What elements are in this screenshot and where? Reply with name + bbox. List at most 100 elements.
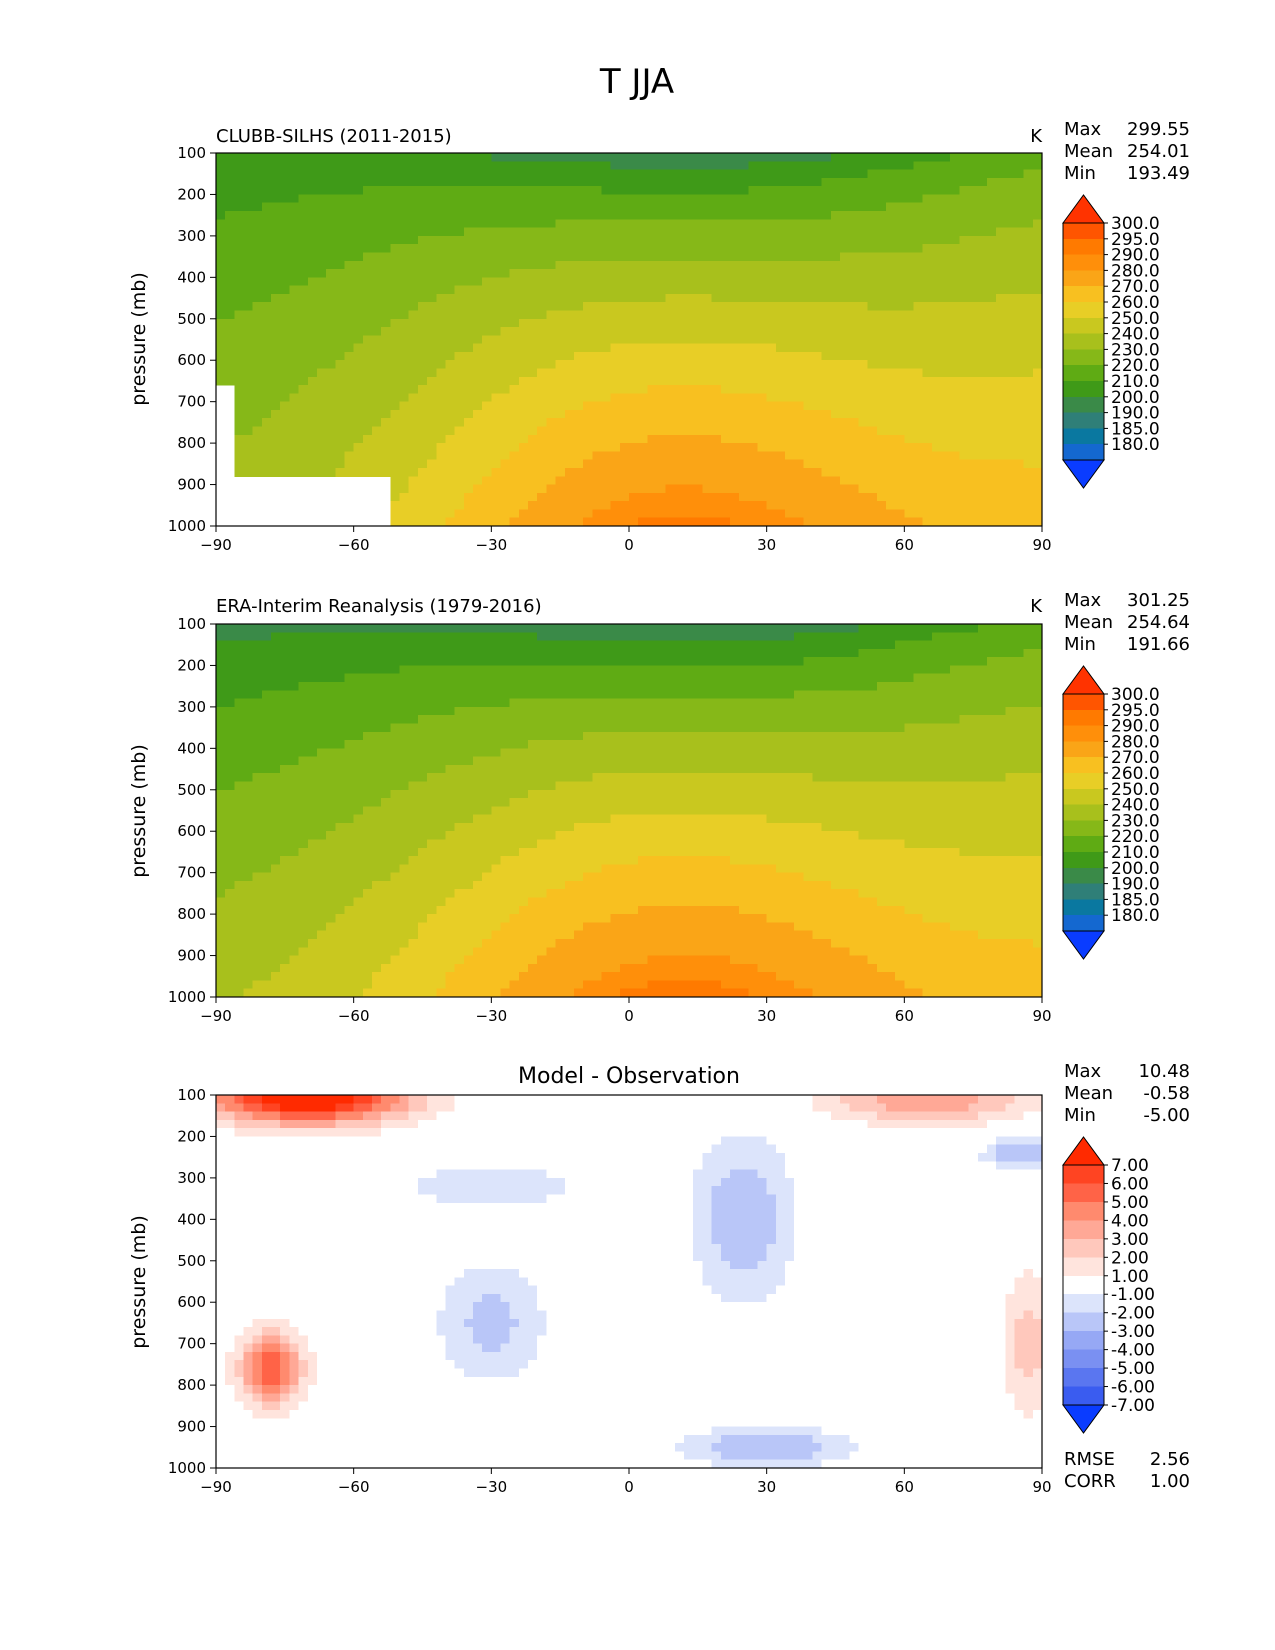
- heatmap-cell: [463, 624, 474, 633]
- heatmap-cell: [803, 426, 814, 436]
- heatmap-cell: [472, 310, 483, 320]
- heatmap-cell: [362, 418, 373, 428]
- heatmap-cell: [280, 451, 291, 461]
- heatmap-cell: [748, 393, 759, 403]
- heatmap-cell: [684, 327, 694, 336]
- heatmap-cell: [876, 161, 887, 171]
- heatmap-cell: [885, 211, 896, 220]
- heatmap-cell: [463, 244, 474, 254]
- heatmap-cell: [491, 269, 502, 278]
- heatmap-cell: [656, 368, 667, 378]
- heatmap-cell: [555, 657, 566, 667]
- heatmap-cell: [766, 385, 777, 394]
- heatmap-cell: [665, 467, 676, 477]
- heatmap-cell: [895, 409, 905, 419]
- heatmap-cell: [509, 277, 520, 287]
- heatmap-cell: [518, 665, 529, 675]
- heatmap-cell: [812, 177, 823, 187]
- heatmap-cell: [408, 227, 419, 237]
- heatmap-cell: [941, 484, 951, 494]
- heatmap-cell: [785, 177, 795, 187]
- heatmap-cell: [830, 293, 841, 303]
- heatmap-cell: [280, 657, 291, 667]
- heatmap-cell: [674, 277, 685, 287]
- heatmap-cell: [316, 202, 327, 212]
- heatmap-cell: [711, 302, 722, 312]
- heatmap-cell: [463, 443, 474, 452]
- heatmap-cell: [821, 517, 832, 527]
- heatmap-cell: [629, 443, 639, 452]
- heatmap-cell: [931, 698, 942, 708]
- heatmap-cell: [1023, 443, 1034, 452]
- heatmap-cell: [491, 186, 502, 196]
- heatmap-cell: [445, 153, 456, 162]
- heatmap-cell: [509, 632, 520, 642]
- heatmap-cell: [996, 690, 1006, 700]
- heatmap-cell: [381, 393, 391, 403]
- heatmap-cell: [216, 211, 226, 220]
- heatmap-cell: [564, 235, 575, 245]
- heatmap-cell: [482, 418, 492, 428]
- heatmap-cell: [509, 169, 520, 179]
- heatmap-cell: [913, 624, 924, 633]
- heatmap-cell: [482, 690, 492, 700]
- heatmap-cell: [858, 385, 869, 394]
- heatmap-cell: [372, 302, 382, 312]
- heatmap-cell: [271, 327, 281, 336]
- heatmap-cell: [271, 385, 281, 394]
- heatmap-cell: [720, 409, 731, 419]
- heatmap-cell: [794, 161, 804, 171]
- heatmap-cell: [518, 194, 529, 204]
- heatmap-cell: [463, 451, 474, 461]
- heatmap-cell: [353, 302, 364, 312]
- heatmap-cell: [950, 401, 960, 411]
- heatmap-cell: [684, 698, 694, 708]
- heatmap-cell: [528, 476, 538, 486]
- heatmap-cell: [638, 335, 648, 345]
- heatmap-cell: [656, 385, 667, 394]
- heatmap-cell: [803, 640, 814, 650]
- heatmap-cell: [757, 393, 768, 403]
- heatmap-cell: [280, 252, 291, 262]
- heatmap-cell: [399, 451, 410, 461]
- heatmap-cell: [950, 393, 960, 403]
- heatmap-cell: [729, 640, 740, 650]
- heatmap-cell: [931, 517, 942, 527]
- heatmap-cell: [436, 517, 447, 527]
- heatmap-cell: [849, 443, 860, 452]
- heatmap-cell: [427, 640, 437, 650]
- heatmap-cell: [243, 665, 254, 675]
- heatmap-cell: [592, 211, 603, 220]
- heatmap-cell: [381, 169, 391, 179]
- heatmap-cell: [812, 467, 823, 477]
- heatmap-cell: [1032, 327, 1043, 336]
- heatmap-cell: [711, 269, 722, 278]
- heatmap-cell: [1032, 434, 1043, 444]
- heatmap-cell: [463, 211, 474, 220]
- heatmap-cell: [463, 227, 474, 237]
- heatmap-cell: [261, 293, 272, 303]
- heatmap-cell: [472, 476, 483, 486]
- heatmap-cell: [996, 161, 1006, 171]
- colorbar-label: 200.0: [1111, 388, 1160, 408]
- heatmap-cell: [537, 302, 547, 312]
- heatmap-cell: [950, 484, 960, 494]
- heatmap-cell: [684, 343, 694, 353]
- heatmap-cell: [674, 318, 685, 328]
- heatmap-cell: [546, 277, 557, 287]
- heatmap-cell: [1014, 698, 1025, 708]
- heatmap-cell: [840, 401, 850, 411]
- heatmap-cell: [316, 310, 327, 320]
- heatmap-cell: [509, 360, 520, 370]
- heatmap-cell: [482, 327, 492, 336]
- heatmap-cell: [775, 260, 786, 270]
- heatmap-cell: [674, 161, 685, 171]
- heatmap-cell: [876, 409, 887, 419]
- heatmap-cell: [261, 434, 272, 444]
- heatmap-cell: [1023, 467, 1034, 477]
- heatmap-cell: [307, 194, 318, 204]
- heatmap-cell: [757, 310, 768, 320]
- heatmap-cell: [684, 302, 694, 312]
- heatmap-cell: [629, 260, 639, 270]
- heatmap-cell: [362, 194, 373, 204]
